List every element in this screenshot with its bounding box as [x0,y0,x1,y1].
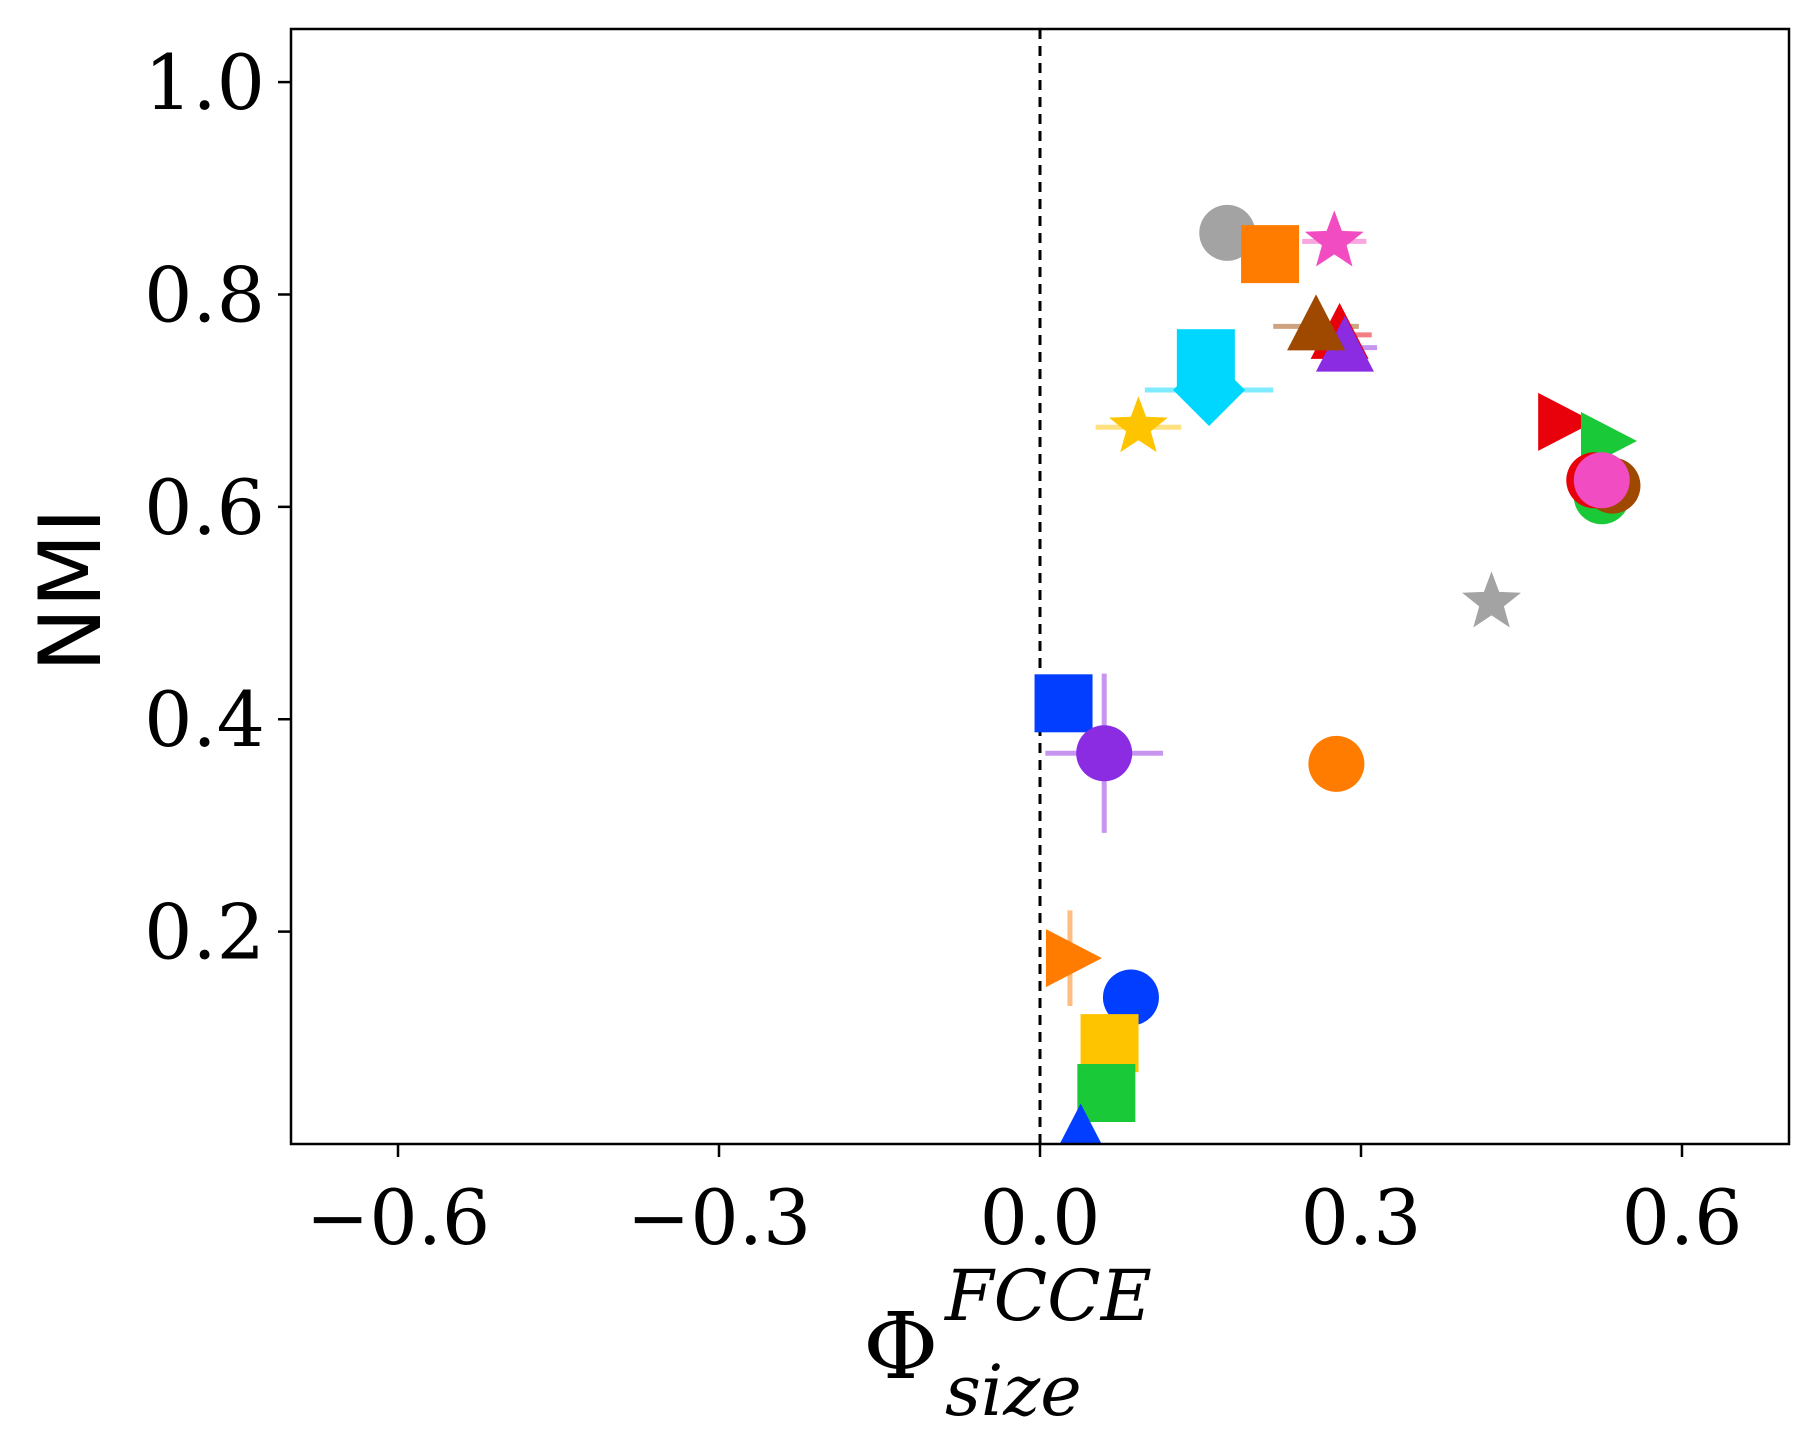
data-point-circle [1076,725,1133,782]
x-tick-label: 0.6 [1622,1173,1743,1262]
data-point-star [1462,571,1521,628]
x-axis-label-superscript: FCCE [943,1255,1152,1337]
data-point-triangle-right [1538,392,1595,451]
data-point-star [1304,210,1364,267]
data-point-square [1080,1014,1139,1073]
x-tick-label: 0.3 [1301,1173,1422,1262]
axis-ticks: −0.6 −0.3 0.0 0.3 0.6 0.2 0.4 0.6 0.8 1.0 [144,38,1742,1262]
x-tick-label: −0.3 [627,1173,812,1262]
data-points [1034,204,1641,1144]
y-tick-label: 0.2 [144,888,265,977]
data-point-triangle-up [1059,1103,1102,1144]
data-point-triangle-right [1045,929,1102,988]
x-axis-label-base: Φ [863,1293,938,1400]
data-point-circle [1573,452,1630,509]
data-point-triangle-up [1315,315,1374,372]
data-point-triangle-up [1287,294,1346,351]
y-tick-label: 0.8 [144,250,265,339]
data-point-square [1034,674,1093,733]
x-axis-label-subscript: size [945,1350,1082,1432]
data-point-circle [1308,735,1365,792]
y-tick-label: 0.6 [144,463,265,552]
data-point-star [1109,396,1168,453]
x-tick-label: 0.0 [980,1173,1101,1262]
data-point-square [1241,225,1300,284]
data-point-circle [1102,969,1159,1026]
data-point-square [1077,1064,1136,1123]
y-tick-label: 1.0 [144,38,265,127]
x-axis-label: Φ FCCE size [863,1255,1152,1432]
x-tick-label: −0.6 [306,1173,491,1262]
y-tick-label: 0.4 [144,675,265,764]
data-point-diamond [1173,354,1246,427]
y-axis-label: NMI [21,508,121,672]
